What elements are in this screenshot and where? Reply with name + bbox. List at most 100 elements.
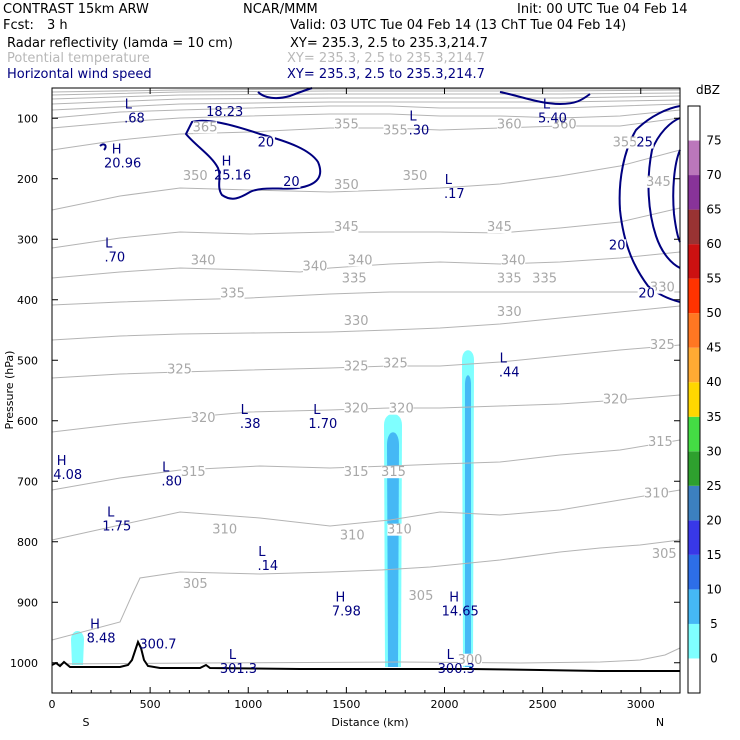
theta-contour-365 xyxy=(51,103,681,119)
extremum-type-8: L xyxy=(500,351,508,366)
header-fcst-label: Fcst: xyxy=(3,18,34,33)
theta-label-10: 315 xyxy=(381,465,406,480)
extremum-type-3: L xyxy=(409,109,417,124)
x-tick-label-3: 1500 xyxy=(332,698,360,711)
theta-label-7: 310 xyxy=(644,486,669,501)
colorbar-level-11: 55 xyxy=(706,272,721,286)
theta-label-bg-10 xyxy=(381,466,406,479)
theta-label-bg-4 xyxy=(212,523,237,536)
colorbar-swatch-2 xyxy=(688,589,700,624)
theta-label-bg-11 xyxy=(648,435,673,448)
theta-label-3: 305 xyxy=(183,577,208,592)
theta-label-6: 310 xyxy=(387,523,412,538)
wind-contour-20-top-east xyxy=(499,91,591,106)
wind-label-bg-2 xyxy=(608,239,627,252)
theta-label-bg-30 xyxy=(501,254,526,267)
extremum-value-16: 14.65 xyxy=(442,604,479,619)
colorbar-level-13: 65 xyxy=(706,203,721,217)
colorbar-level-14: 70 xyxy=(706,168,721,182)
wind-contour-small-west xyxy=(99,143,107,151)
theta-label-bg-33 xyxy=(646,175,671,188)
theta-label-20: 330 xyxy=(344,314,369,329)
theta-label-28: 340 xyxy=(303,260,328,275)
extremum-type-13: L xyxy=(107,506,115,521)
theta-contour-330 xyxy=(51,305,681,341)
theta-label-35: 350 xyxy=(334,178,359,193)
extremum-type-10: L xyxy=(313,403,321,418)
theta-label-15: 320 xyxy=(191,411,216,426)
theta-label-33: 345 xyxy=(646,175,671,190)
y-tick-label-8: 900 xyxy=(17,596,38,609)
colorbar-swatch-13 xyxy=(688,209,700,245)
annotation-layer: 300 305 305 305 310 310 310 310 315 315 315 315 320 3… xyxy=(53,97,676,677)
theta-label-5: 310 xyxy=(340,529,365,544)
theta-label-24: 335 xyxy=(342,272,367,287)
theta-label-14: 320 xyxy=(603,393,628,408)
wind-contour-25-north xyxy=(647,117,681,269)
field-2-xy: XY= 235.3, 2.5 to 235.3,214.7 xyxy=(287,51,485,66)
wind-label-bg-3 xyxy=(637,287,656,300)
colorbar: 0 5 10 15 20 25 30 35 40 45 50 55 60 65 70 75 dBZ xyxy=(687,83,722,694)
theta-label-bg-37 xyxy=(334,118,359,131)
theta-label-bg-36 xyxy=(403,169,428,182)
theta-contour-385 xyxy=(51,89,681,96)
theta-contour-390 xyxy=(51,88,680,93)
x-axis-south-label: S xyxy=(83,716,90,729)
colorbar-level-8: 40 xyxy=(706,375,721,389)
extremum-value-7: .70 xyxy=(104,250,125,265)
colorbar-swatch-6 xyxy=(688,451,700,486)
field-3-xy: XY= 235.3, 2.5 to 235.3,214.7 xyxy=(287,67,485,82)
plot-area xyxy=(52,88,680,693)
colorbar-swatch-5 xyxy=(688,485,700,521)
colorbar-level-15: 75 xyxy=(706,134,721,148)
theta-label-bg-5 xyxy=(340,529,365,542)
wind-contour-30-north xyxy=(672,149,681,243)
colorbar-swatch-8 xyxy=(688,382,700,417)
theta-contour-300 xyxy=(51,647,681,665)
wind-label-1: 20 xyxy=(283,175,300,190)
y-tick-label-7: 800 xyxy=(17,536,38,549)
colorbar-swatch-9 xyxy=(688,347,700,383)
theta-label-17: 325 xyxy=(344,359,369,374)
theta-label-21: 330 xyxy=(497,305,522,320)
extremum-type-15: H xyxy=(335,590,345,605)
theta-label-19: 325 xyxy=(650,338,675,353)
reflectivity-column-mid-inner xyxy=(387,432,399,667)
theta-contour-375 xyxy=(51,95,681,105)
theta-label-bg-41 xyxy=(552,118,577,131)
theta-label-34: 350 xyxy=(183,169,208,184)
field-2-name: Potential temperature xyxy=(7,51,150,66)
theta-label-8: 315 xyxy=(181,465,206,480)
extremum-type-19: L xyxy=(447,648,455,663)
theta-label-29: 340 xyxy=(348,253,373,268)
theta-contour-380 xyxy=(51,92,681,100)
theta-label-11: 315 xyxy=(648,435,673,450)
theta-label-bg-19 xyxy=(650,339,675,352)
extremum-value-2: 5.40 xyxy=(538,111,567,126)
extremum-type-5: H xyxy=(222,155,232,170)
colorbar-level-3: 15 xyxy=(706,548,721,562)
colorbar-swatch-0 xyxy=(688,658,700,693)
theta-label-bg-16 xyxy=(167,363,192,376)
reflectivity-column-north-inner xyxy=(465,375,471,667)
colorbar-level-6: 30 xyxy=(706,444,721,458)
theta-label-bg-39 xyxy=(613,136,638,149)
theta-label-26: 335 xyxy=(532,272,557,287)
x-tick-label-0: 0 xyxy=(49,698,56,711)
colorbar-swatch-10 xyxy=(688,313,700,348)
theta-contour-360 xyxy=(51,109,681,129)
header-valid: Valid: 03 UTC Tue 04 Feb 14 (13 ChT Tue … xyxy=(290,18,626,33)
extremum-type-14: L xyxy=(258,545,266,560)
theta-label-bg-22 xyxy=(650,281,675,294)
colorbar-level-1: 5 xyxy=(710,617,718,631)
theta-label-9: 315 xyxy=(344,465,369,480)
theta-label-bg-14 xyxy=(603,393,628,406)
extremum-type-18: L xyxy=(229,648,237,663)
terrain-outline xyxy=(51,639,680,672)
x-tick-label-6: 3000 xyxy=(627,698,655,711)
axes-layer: 0 500 1000 1500 2000 2500 3000 100 200 300 400 500 6… xyxy=(10,88,680,711)
extremum-value-3: .30 xyxy=(409,123,430,138)
theta-label-0: 300 xyxy=(458,653,483,668)
theta-contour-370 xyxy=(51,99,681,111)
